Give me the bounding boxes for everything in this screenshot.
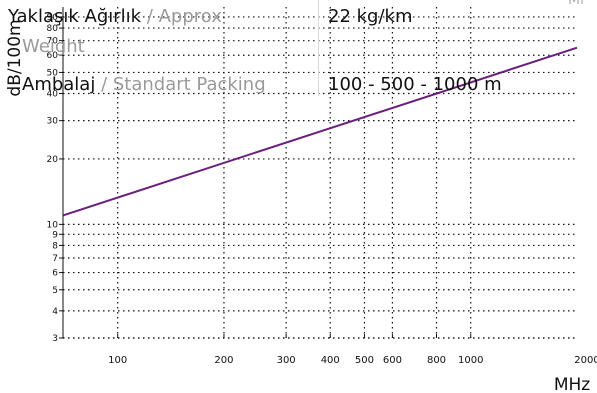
y-tick-label: 80 <box>47 24 59 34</box>
x-tick-label: 600 <box>383 355 402 366</box>
packing-row: Ambalaj / Standart Packing 100 - 500 - 1… <box>22 74 502 96</box>
chart-series <box>62 46 578 217</box>
weight-row: Yaklaşık Ağırlık / Approx 22 kg/km <box>8 6 413 28</box>
weight-label-secondary: / Approx <box>141 6 222 27</box>
x-tick-label: 500 <box>355 355 374 366</box>
packing-label-primary: Ambalaj <box>22 74 96 95</box>
chart-axes <box>59 7 577 339</box>
y-tick-label: 10 <box>47 220 59 230</box>
table-divider <box>318 0 319 96</box>
y-tick-label: 30 <box>47 117 59 127</box>
packing-label-secondary: / Standart Packing <box>95 74 266 95</box>
y-axis-label: dB/100m <box>5 19 25 96</box>
x-axis-label: MHz <box>554 375 590 393</box>
y-tick-label: 8 <box>52 241 58 251</box>
weight-value: 22 kg/km <box>328 6 413 27</box>
y-tick-label: 7 <box>52 254 58 264</box>
y-tick-label: 70 <box>47 37 59 47</box>
y-tick-label: 3 <box>52 334 58 344</box>
y-tick-label: 6 <box>52 269 58 279</box>
y-tick-label: 4 <box>52 307 58 317</box>
y-tick-label: 20 <box>47 155 59 165</box>
attenuation-line <box>62 46 578 217</box>
x-tick-label: 300 <box>277 355 296 366</box>
x-tick-label: 800 <box>427 355 446 366</box>
x-tick-label: 200 <box>214 355 233 366</box>
corner-fragment-text: Mi <box>568 0 584 8</box>
y-tick-label: 9 <box>52 230 58 240</box>
y-tick-label: 90 <box>47 13 59 23</box>
y-tick-label: 40 <box>47 89 59 99</box>
x-tick-label: 400 <box>321 355 340 366</box>
packing-value: 100 - 500 - 1000 m <box>328 74 502 95</box>
x-tick-label: 2000 <box>574 355 597 366</box>
chart-grid <box>63 7 577 339</box>
weight-label-primary: Yaklaşık Ağırlık <box>8 6 142 27</box>
x-tick-label: 100 <box>108 355 127 366</box>
x-tick-label: 1000 <box>458 355 483 366</box>
y-tick-label: 60 <box>47 51 59 61</box>
y-tick-label: 50 <box>47 68 59 78</box>
y-tick-label: 5 <box>52 286 58 296</box>
x-tick-labels: 100 200 300 400 500 600 800 1000 2000 <box>108 355 597 366</box>
weight-label-continued: Weight <box>22 36 85 57</box>
